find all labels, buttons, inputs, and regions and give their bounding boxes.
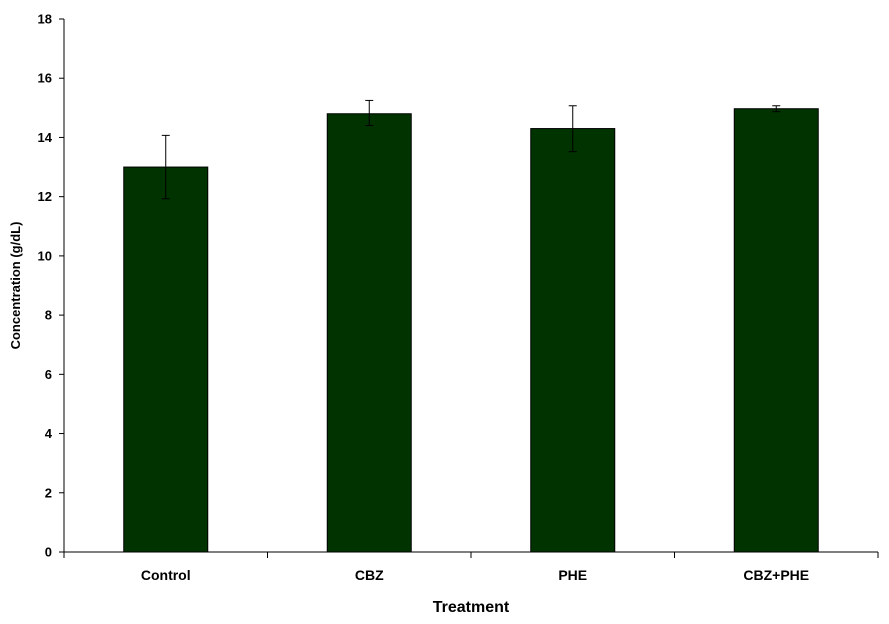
bar-cbz-phe bbox=[733, 108, 819, 553]
y-tick-label: 2 bbox=[45, 485, 52, 500]
x-axis-title: Treatment bbox=[433, 599, 510, 616]
y-tick-label: 0 bbox=[45, 545, 52, 560]
y-tick-label: 10 bbox=[38, 248, 52, 263]
x-category-label: CBZ bbox=[355, 567, 384, 583]
y-ticks-layer: 0 2 4 6 8 10 12 14 16 18 bbox=[38, 12, 64, 560]
bar-cbz bbox=[326, 113, 412, 553]
y-tick-label: 4 bbox=[45, 426, 53, 441]
y-tick-label: 16 bbox=[38, 71, 52, 86]
y-tick-label: 6 bbox=[45, 367, 52, 382]
error-bars-layer bbox=[161, 99, 781, 200]
y-tick-label: 18 bbox=[38, 12, 52, 27]
x-category-label: Control bbox=[141, 567, 191, 583]
x-category-label: CBZ+PHE bbox=[743, 567, 809, 583]
bar-control bbox=[123, 166, 209, 553]
y-tick-label: 14 bbox=[38, 130, 53, 145]
x-ticks-layer: Control CBZ PHE CBZ+PHE bbox=[63, 552, 879, 583]
y-tick-label: 8 bbox=[45, 308, 52, 323]
y-tick-label: 12 bbox=[38, 189, 52, 204]
bars-layer bbox=[123, 108, 819, 553]
bar-phe bbox=[530, 128, 616, 553]
x-category-label: PHE bbox=[558, 567, 587, 583]
y-axis-title: Concentration (g/dL) bbox=[8, 222, 23, 350]
